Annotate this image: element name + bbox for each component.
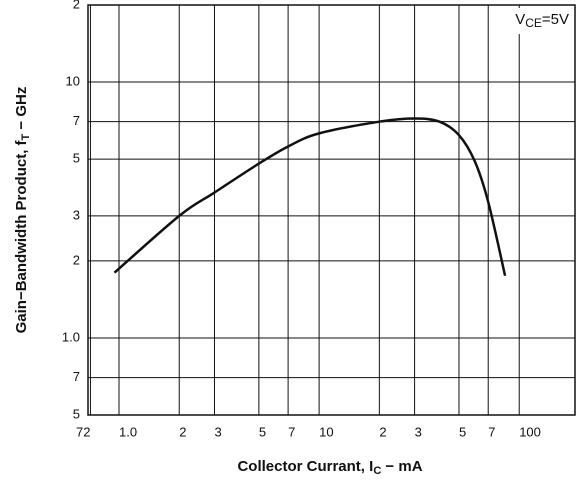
x-tick-label: 10 [319, 424, 333, 439]
x-tick-label: 7 [488, 424, 495, 439]
y-tick-label: 2 [73, 252, 80, 267]
y-tick-label: 7 [73, 369, 80, 384]
y-tick-label: 7 [73, 113, 80, 128]
y-label-sub: T [20, 133, 32, 140]
y-axis-label: Gain−Bandwidth Product, fT − GHz [13, 87, 32, 334]
y-tick-label: 10 [66, 73, 80, 88]
x-axis-label: Collector Currant, IC − mA [237, 458, 422, 477]
x-tick-label: 2 [379, 424, 386, 439]
y-label-text: Gain−Bandwidth Product, f [13, 139, 30, 333]
x-tick-label: 7 [288, 424, 295, 439]
x-label-text: Collector Currant, I [237, 458, 373, 475]
y-tick-label: 5 [73, 151, 80, 166]
y-tick-label: 1.0 [62, 329, 80, 344]
annotation-sub: CE [525, 16, 542, 30]
y-label-rest: − GHz [13, 87, 30, 134]
data-line [113, 117, 507, 277]
annotation-text: V [515, 11, 525, 28]
x-label-sub: C [373, 465, 381, 477]
annotation-rest: =5V [542, 11, 569, 28]
x-tick-label: 5 [259, 424, 266, 439]
annotation: VCE=5V [515, 11, 569, 30]
y-tick-label: 2 [73, 0, 80, 11]
x-tick-label: 3 [214, 424, 221, 439]
x-label-rest: − mA [381, 458, 422, 475]
annotation-bg [493, 8, 572, 34]
x-tick-label: 5 [459, 424, 466, 439]
x-tick-label: 1.0 [119, 424, 137, 439]
x-tick-label: 100 [519, 424, 541, 439]
y-tick-label: 3 [73, 207, 80, 222]
x-tick-label: 3 [415, 424, 422, 439]
y-tick-label: 5 [73, 406, 80, 421]
x-tick-label: 2 [179, 424, 186, 439]
plot-frame [87, 4, 576, 416]
x-tick-label: 72 [76, 424, 90, 439]
